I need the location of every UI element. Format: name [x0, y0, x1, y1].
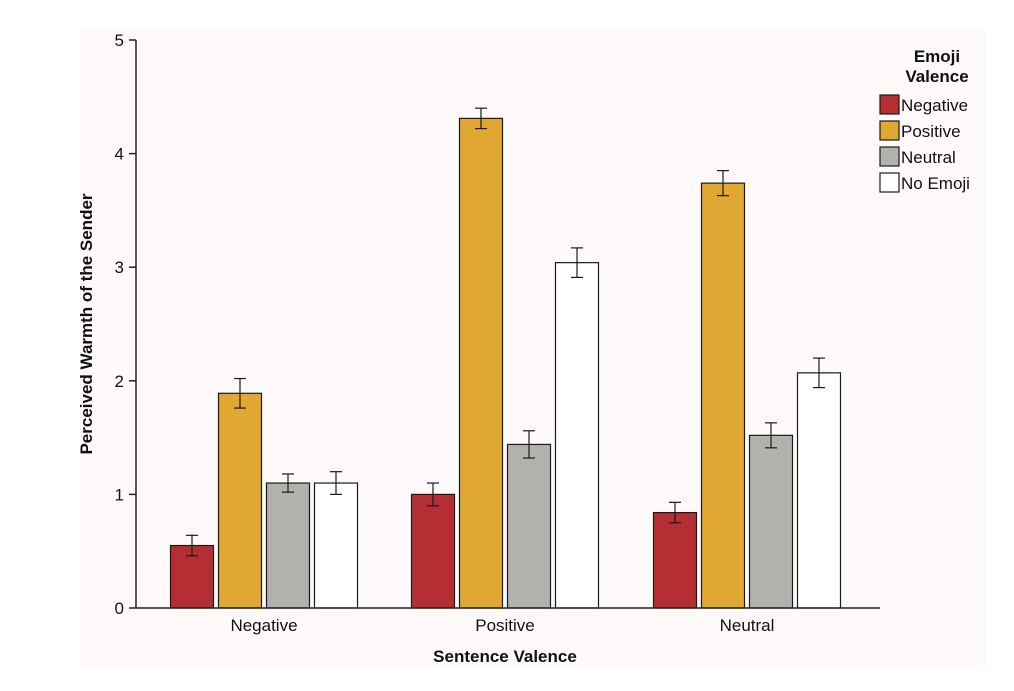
bar-neutral-negative: [265, 482, 311, 609]
legend-title: Valence: [905, 67, 968, 86]
y-axis-title: Perceived Warmth of the Sender: [77, 193, 96, 454]
y-tick-label: 4: [115, 145, 124, 164]
bar-no-emoji-negative: [313, 482, 359, 609]
error-bar: [186, 534, 198, 557]
bar-no-emoji-neutral: [796, 372, 842, 609]
x-axis-title: Sentence Valence: [433, 647, 577, 666]
y-tick-label: 2: [115, 372, 124, 391]
error-bar: [234, 377, 246, 409]
bar-no-emoji-positive: [554, 262, 600, 609]
y-tick-label: 0: [115, 599, 124, 618]
error-bar: [717, 170, 729, 197]
error-bar: [475, 107, 487, 130]
bar-negative-positive: [410, 493, 456, 609]
bar-neutral-neutral: [748, 434, 794, 609]
error-bar: [813, 357, 825, 389]
bar-positive-neutral: [700, 182, 746, 609]
error-bar: [523, 430, 535, 459]
error-bar: [669, 501, 681, 524]
y-tick-label: 1: [115, 485, 124, 504]
error-bar: [427, 482, 439, 507]
legend-swatch: [879, 172, 900, 193]
error-bar: [330, 471, 342, 495]
x-category-label: Positive: [475, 616, 535, 635]
y-tick-label: 3: [115, 258, 124, 277]
bar-negative-neutral: [652, 511, 698, 609]
x-category-label: Neutral: [720, 616, 775, 635]
legend-swatch: [879, 94, 900, 115]
error-bar: [765, 422, 777, 449]
bar-neutral-positive: [506, 443, 552, 609]
legend-swatch: [879, 120, 900, 141]
bar-positive-negative: [217, 392, 263, 609]
legend-swatch: [879, 146, 900, 167]
legend-title: Emoji: [914, 47, 960, 66]
legend-label: Neutral: [901, 148, 956, 167]
legend-label: Positive: [901, 122, 961, 141]
y-tick-label: 5: [115, 31, 124, 50]
x-category-label: Negative: [230, 616, 297, 635]
error-bar: [282, 473, 294, 493]
legend-label: No Emoji: [901, 174, 970, 193]
legend-label: Negative: [901, 96, 968, 115]
bar-positive-positive: [458, 117, 504, 609]
error-bar: [571, 247, 583, 279]
